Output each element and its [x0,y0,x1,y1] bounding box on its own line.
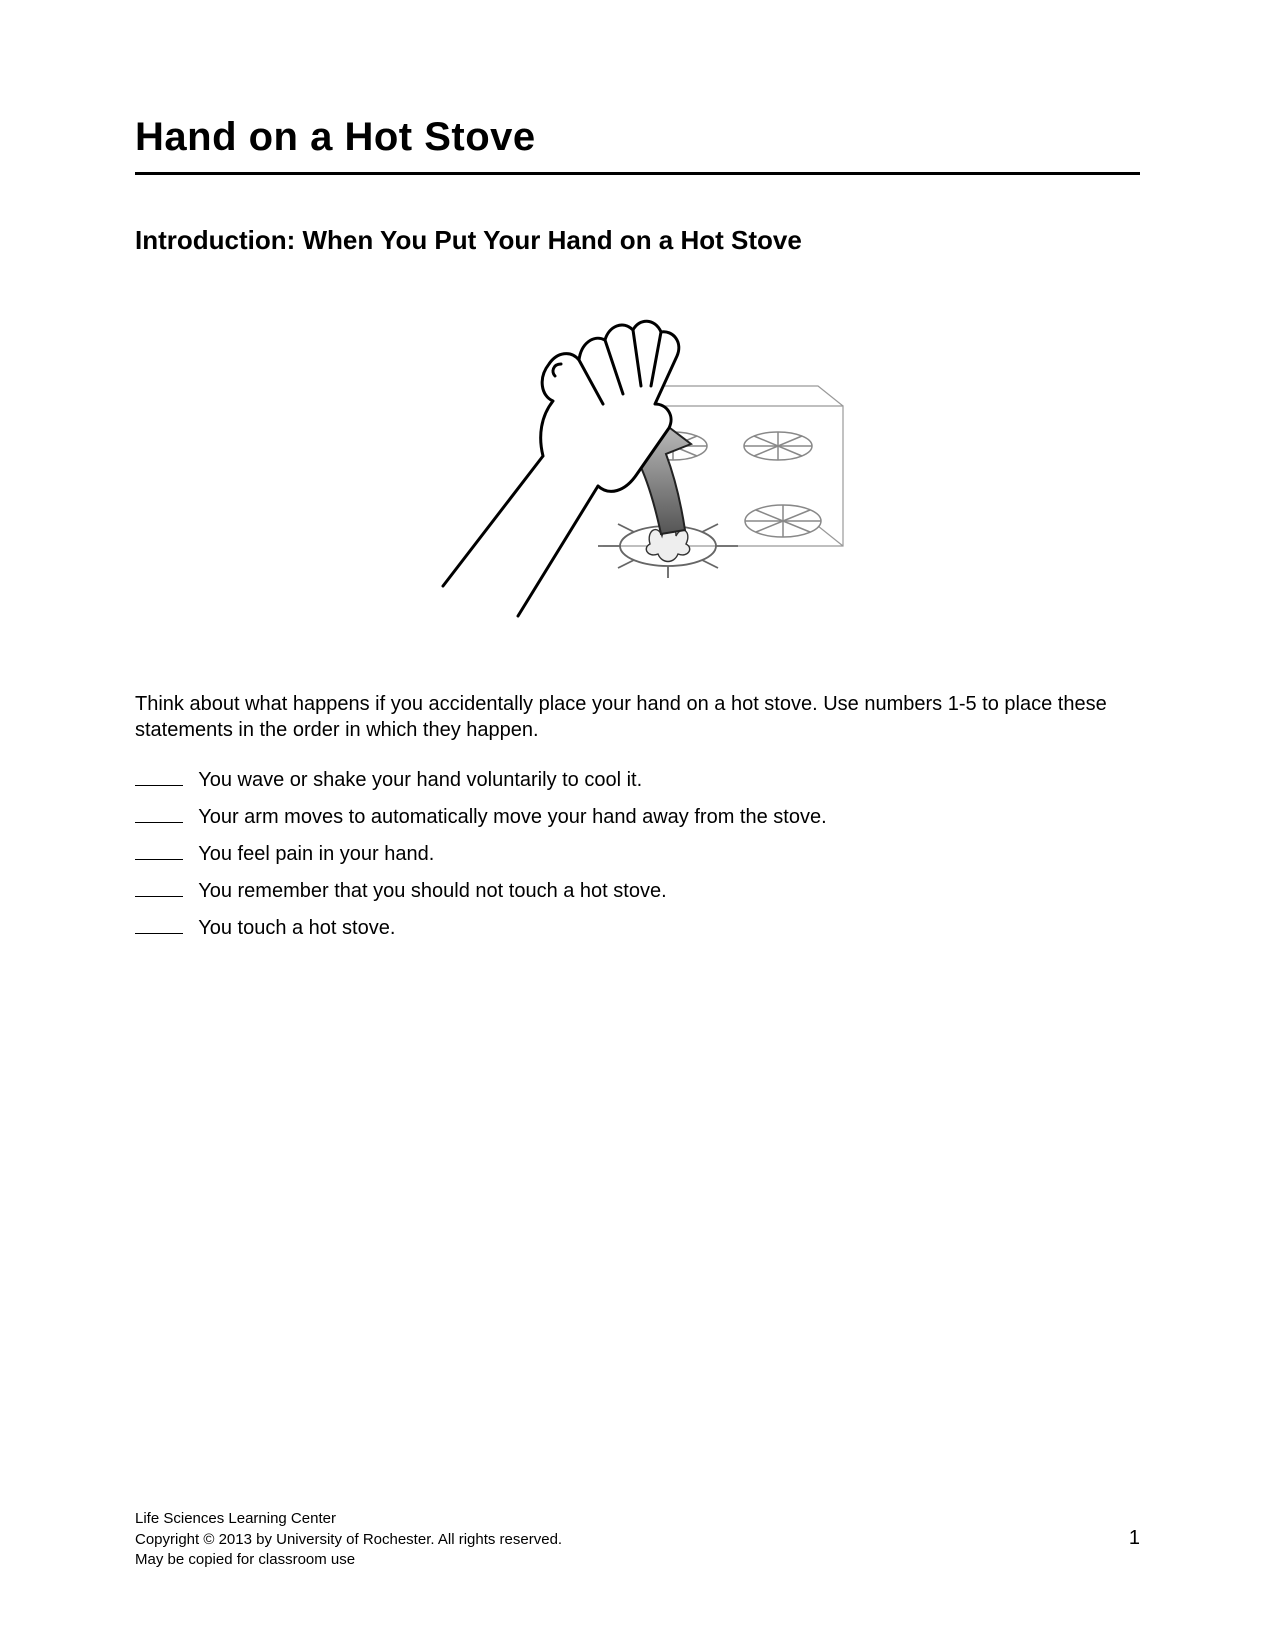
worksheet-page: Hand on a Hot Stove Introduction: When Y… [0,0,1275,1650]
statement-text: You remember that you should not touch a… [198,880,666,902]
section-subtitle: Introduction: When You Put Your Hand on … [135,225,1140,256]
answer-blank[interactable] [135,859,183,860]
instructions-text: Think about what happens if you accident… [135,691,1140,743]
list-item: You feel pain in your hand. [135,839,1140,870]
list-item: Your arm moves to automatically move you… [135,802,1140,833]
statement-text: You feel pain in your hand. [198,843,434,865]
statement-list: You wave or shake your hand voluntarily … [135,765,1140,944]
page-number: 1 [1129,1527,1140,1550]
footer-line: Copyright © 2013 by University of Roches… [135,1530,1140,1550]
list-item: You wave or shake your hand voluntarily … [135,765,1140,796]
title-underline [135,172,1140,175]
statement-text: Your arm moves to automatically move you… [198,806,826,828]
list-item: You remember that you should not touch a… [135,876,1140,907]
footer-line: May be copied for classroom use [135,1550,1140,1570]
footer-block: Life Sciences Learning Center Copyright … [135,1509,1140,1570]
page-title: Hand on a Hot Stove [135,115,1140,160]
answer-blank[interactable] [135,933,183,934]
hand-stove-illustration [423,286,853,656]
answer-blank[interactable] [135,785,183,786]
statement-text: You touch a hot stove. [198,917,395,939]
answer-blank[interactable] [135,822,183,823]
footer-line: Life Sciences Learning Center [135,1509,1140,1529]
answer-blank[interactable] [135,896,183,897]
list-item: You touch a hot stove. [135,913,1140,944]
statement-text: You wave or shake your hand voluntarily … [198,769,642,791]
